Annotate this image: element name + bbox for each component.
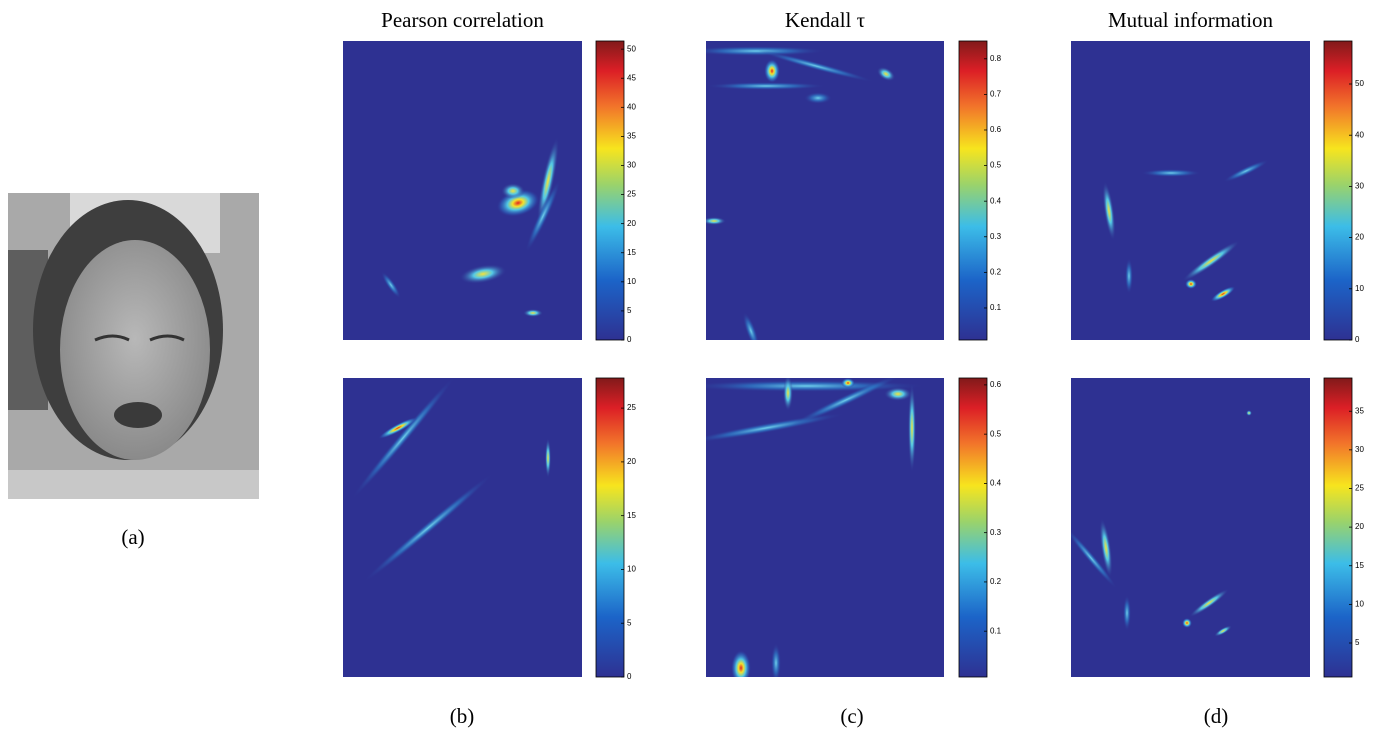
tick-label: 0 — [627, 335, 632, 344]
tick-label: 30 — [627, 161, 636, 170]
tick-label: 15 — [627, 511, 636, 520]
tick-label: 0.5 — [990, 161, 1002, 170]
tick-label: 15 — [1355, 561, 1364, 570]
tick-label: 35 — [627, 132, 636, 141]
tick-label: 50 — [1355, 79, 1364, 88]
tick-label: 0.4 — [990, 479, 1002, 488]
colorbar — [595, 40, 625, 341]
tick-label: 10 — [627, 277, 636, 286]
tick-label: 20 — [627, 219, 636, 228]
tick-label: 5 — [1355, 638, 1360, 647]
heatmap — [706, 378, 944, 677]
tick-label: 10 — [1355, 599, 1364, 608]
tick-label: 30 — [1355, 182, 1364, 191]
tick-label: 15 — [627, 248, 636, 257]
tick-label: 45 — [627, 73, 636, 82]
tick-label: 0.1 — [990, 626, 1002, 635]
panel-label: (b) — [450, 704, 475, 728]
tick-label: 0.7 — [990, 90, 1002, 99]
colorbar — [1323, 40, 1353, 341]
tick-label: 0.6 — [990, 380, 1002, 389]
tick-label: 0.2 — [990, 267, 1002, 276]
tick-label: 25 — [627, 190, 636, 199]
tick-label: 25 — [1355, 484, 1364, 493]
heatmap — [343, 41, 582, 340]
heatmap — [1071, 378, 1310, 677]
tick-label: 25 — [627, 403, 636, 412]
tick-label: 30 — [1355, 445, 1364, 454]
colorbar — [958, 40, 988, 341]
tick-label: 40 — [1355, 130, 1364, 139]
panel-label: (a) — [121, 525, 144, 549]
tick-label: 0 — [627, 672, 632, 681]
tick-label: 0.2 — [990, 577, 1002, 586]
tick-label: 0.5 — [990, 429, 1002, 438]
tick-label: 0.6 — [990, 125, 1002, 134]
photo — [8, 193, 259, 499]
tick-label: 0.4 — [990, 196, 1002, 205]
column-title: Mutual information — [1108, 8, 1274, 32]
tick-label: 5 — [627, 618, 632, 627]
tick-label: 20 — [1355, 522, 1364, 531]
colorbar — [1323, 377, 1353, 678]
panel-label: (d) — [1204, 704, 1229, 728]
tick-label: 0.3 — [990, 232, 1002, 241]
tick-label: 35 — [1355, 406, 1364, 415]
tick-label: 50 — [627, 44, 636, 53]
tick-label: 0 — [1355, 335, 1360, 344]
colorbar — [958, 377, 988, 678]
column-title: Pearson correlation — [381, 8, 544, 32]
tick-label: 20 — [627, 457, 636, 466]
panel-label: (c) — [840, 704, 863, 728]
heatmap — [343, 378, 582, 677]
column-title: Kendall τ — [785, 8, 865, 32]
tick-label: 0.8 — [990, 54, 1002, 63]
tick-label: 0.1 — [990, 303, 1002, 312]
heatmap — [706, 41, 944, 340]
tick-label: 0.3 — [990, 528, 1002, 537]
tick-label: 5 — [627, 306, 632, 315]
tick-label: 10 — [627, 565, 636, 574]
tick-label: 20 — [1355, 233, 1364, 242]
colorbar — [595, 377, 625, 678]
tick-label: 10 — [1355, 284, 1364, 293]
heatmap — [1071, 41, 1310, 340]
tick-label: 40 — [627, 102, 636, 111]
